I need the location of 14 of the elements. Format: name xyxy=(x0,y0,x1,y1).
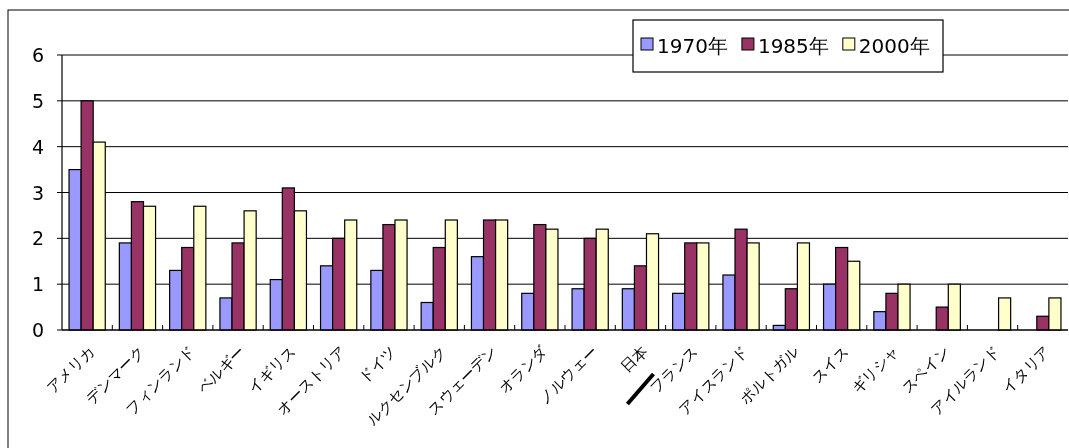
legend-label: 1970年 xyxy=(657,34,728,58)
x-tick-label: ドイツ xyxy=(355,342,400,387)
y-tick-label: 4 xyxy=(31,135,45,158)
x-tick-label: ベルギー xyxy=(193,342,249,398)
legend-label: 2000年 xyxy=(858,34,930,58)
y-tick-label: 5 xyxy=(31,89,45,112)
y-tick-label: 0 xyxy=(31,319,45,341)
y-tick-label: 1 xyxy=(31,273,45,296)
legend-label: 1985年 xyxy=(757,34,829,58)
y-tick-label: 2 xyxy=(31,227,45,250)
y-tick-label: 6 xyxy=(31,44,45,66)
x-tick-label: イタリア xyxy=(998,342,1054,398)
x-tick-label: 日本 xyxy=(617,342,652,377)
y-tick-label: 3 xyxy=(31,181,45,204)
